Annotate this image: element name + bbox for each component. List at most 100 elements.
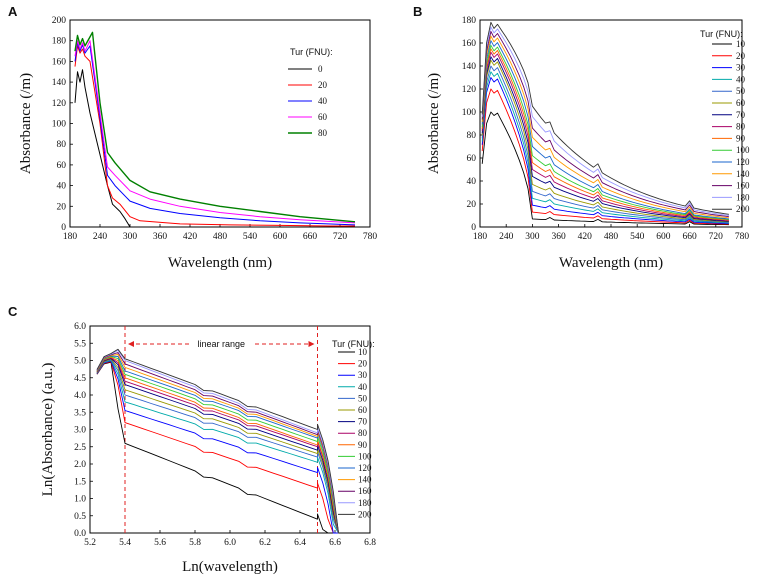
series-line-20 xyxy=(96,361,339,534)
y-tick-label: 120 xyxy=(52,99,67,109)
y-tick-label: 20 xyxy=(57,202,67,212)
x-tick-label: 360 xyxy=(153,232,168,242)
legend-label: 30 xyxy=(736,63,746,73)
legend-label: 100 xyxy=(358,451,372,461)
x-tick-label: 6.4 xyxy=(294,538,306,548)
series-line-200 xyxy=(481,21,729,215)
x-tick-label: 780 xyxy=(735,232,750,242)
legend-label: 40 xyxy=(736,74,746,84)
series-line-0 xyxy=(74,69,131,228)
series-line-200 xyxy=(96,348,339,534)
x-tick-label: 240 xyxy=(499,232,514,242)
series-line-180 xyxy=(96,349,339,534)
x-tick-label: 300 xyxy=(525,232,540,242)
legend-label: 20 xyxy=(736,51,746,61)
legend-label: 180 xyxy=(736,192,750,202)
y-tick-label: 5.5 xyxy=(74,339,86,349)
series-line-40 xyxy=(96,359,339,534)
x-tick-label: 300 xyxy=(123,232,138,242)
legend-title: Tur (FNU): xyxy=(290,47,333,57)
legend-label: 90 xyxy=(358,440,368,450)
series-line-30 xyxy=(481,77,729,225)
series-line-120 xyxy=(481,40,729,220)
y-axis-title: Ln(Absorbance) (a.u.) xyxy=(40,363,56,497)
y-tick-label: 3.5 xyxy=(74,408,86,418)
legend-label: 10 xyxy=(736,39,746,49)
y-tick-label: 160 xyxy=(462,39,477,49)
legend-title: Tur (FNU): xyxy=(700,29,743,39)
y-tick-label: 4.5 xyxy=(74,374,86,384)
y-tick-label: 0 xyxy=(61,223,66,233)
legend-label: 120 xyxy=(736,157,750,167)
x-axis-title: Wavelength (nm) xyxy=(168,255,272,271)
series-line-60 xyxy=(96,358,339,534)
x-tick-label: 600 xyxy=(273,232,288,242)
y-tick-label: 100 xyxy=(462,108,477,118)
y-tick-label: 1.0 xyxy=(74,495,86,505)
x-tick-label: 5.8 xyxy=(189,538,201,548)
series-line-10 xyxy=(481,111,729,226)
legend-label: 40 xyxy=(358,382,368,392)
series-line-140 xyxy=(481,35,729,219)
legend-label: 50 xyxy=(358,393,368,403)
series-line-60 xyxy=(74,40,356,224)
x-tick-label: 5.2 xyxy=(84,538,96,548)
x-tick-label: 360 xyxy=(551,232,566,242)
series-line-80 xyxy=(96,357,339,534)
x-tick-label: 420 xyxy=(578,232,593,242)
legend-label: 180 xyxy=(358,498,372,508)
x-tick-label: 180 xyxy=(473,232,488,242)
series-line-90 xyxy=(481,48,729,221)
series-line-70 xyxy=(96,358,339,534)
x-tick-label: 240 xyxy=(93,232,108,242)
series-line-120 xyxy=(96,355,339,534)
x-tick-label: 540 xyxy=(243,232,258,242)
y-tick-label: 160 xyxy=(52,57,67,67)
x-tick-label: 5.6 xyxy=(154,538,166,548)
y-tick-label: 180 xyxy=(462,16,477,26)
y-tick-label: 140 xyxy=(462,62,477,72)
y-tick-label: 140 xyxy=(52,78,67,88)
series-line-90 xyxy=(96,356,339,534)
series-line-70 xyxy=(481,56,729,222)
series-line-30 xyxy=(96,360,339,534)
x-tick-label: 480 xyxy=(213,232,228,242)
chart-panel-c: 5.2 5.4 5.6 5.8 6.0 6.2 6.4 6.6 6.8 0.0 0.5 1.0 1.5 2… xyxy=(40,322,376,575)
x-tick-label: 5.4 xyxy=(119,538,131,548)
x-tick-label: 6.2 xyxy=(259,538,271,548)
legend-label: 200 xyxy=(736,204,750,214)
series-line-160 xyxy=(481,31,729,218)
x-tick-label: 6.8 xyxy=(364,538,376,548)
y-tick-label: 4.0 xyxy=(74,391,86,401)
legend-label: 160 xyxy=(736,181,750,191)
series-line-50 xyxy=(96,359,339,534)
chart-panel-b: 180 240 300 360 420 480 540 600 660 720 780 0 20 40 60… xyxy=(426,16,750,271)
x-tick-label: 6.0 xyxy=(224,538,236,548)
y-tick-label: 20 xyxy=(467,200,477,210)
x-tick-label: 180 xyxy=(63,232,78,242)
y-tick-label: 80 xyxy=(57,140,67,150)
x-tick-label: 660 xyxy=(303,232,318,242)
series-line-80 xyxy=(481,51,729,222)
legend-label: 60 xyxy=(318,112,328,122)
y-axis-title: Absorbance (/m) xyxy=(426,73,442,174)
y-tick-label: 2.0 xyxy=(74,460,86,470)
legend-label: 30 xyxy=(358,370,368,380)
legend-label: 160 xyxy=(358,486,372,496)
legend-label: 60 xyxy=(358,405,368,415)
arrowhead-right xyxy=(308,341,315,347)
legend-label: 20 xyxy=(358,359,368,369)
series-line-100 xyxy=(96,356,339,534)
x-tick-label: 720 xyxy=(709,232,724,242)
y-tick-label: 40 xyxy=(467,177,477,187)
panel-letter-b: B xyxy=(413,4,422,19)
chart-panel-a: 180 240 300 360 420 480 540 600 660 720 7800204060… xyxy=(18,16,377,271)
series-line-40 xyxy=(74,42,356,226)
legend-label: 100 xyxy=(736,145,750,155)
legend-label: 80 xyxy=(318,128,328,138)
series-line-180 xyxy=(481,26,729,216)
legend-label: 70 xyxy=(358,417,368,427)
x-axis-title: Wavelength (nm) xyxy=(559,255,663,271)
y-tick-label: 5.0 xyxy=(74,357,86,367)
